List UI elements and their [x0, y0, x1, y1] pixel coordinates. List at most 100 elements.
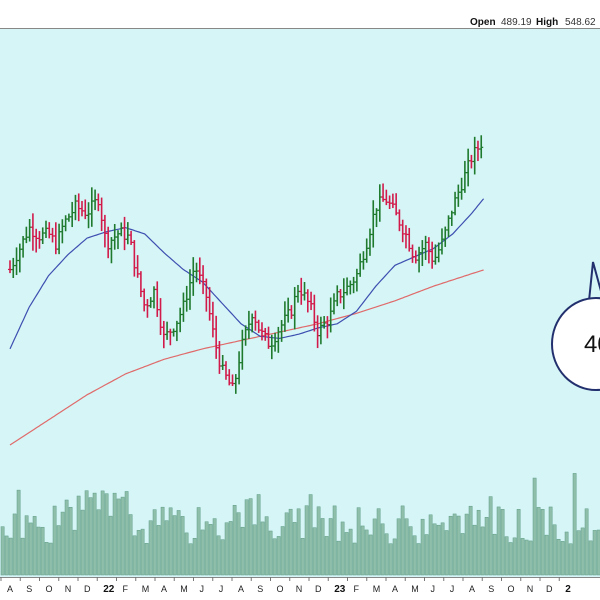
x-axis: A S O N D 22 F M A M J J A S O N D 23 F M A M J J A S O N D 2	[0, 577, 571, 595]
x-tick-label: J	[219, 584, 224, 594]
volume-bar	[84, 490, 89, 576]
volume-bar	[144, 543, 149, 576]
long-moving-average-line	[9, 269, 484, 446]
volume-bar	[584, 508, 589, 576]
volume-bar	[60, 511, 65, 576]
volume-bar	[232, 505, 237, 576]
volume-bar	[384, 533, 389, 576]
volume-bar	[300, 538, 305, 576]
volume-bar	[408, 526, 413, 576]
volume-bar	[8, 537, 13, 576]
callout-bubble	[551, 297, 600, 391]
volume-bar	[364, 529, 369, 576]
volume-bar	[184, 532, 189, 576]
volume-bar	[316, 506, 321, 576]
volume-bars	[0, 473, 600, 576]
price-bars	[8, 135, 484, 394]
volume-bar	[288, 508, 293, 576]
volume-bar	[0, 526, 5, 576]
volume-bar	[468, 505, 473, 576]
open-label: Open	[470, 17, 496, 28]
plot-background	[0, 29, 600, 577]
volume-bar	[520, 538, 525, 576]
x-tick-label: M	[373, 584, 381, 594]
volume-bar	[588, 540, 593, 576]
volume-bar	[508, 542, 513, 576]
open-value: 489.19	[501, 17, 532, 28]
volume-bar	[424, 534, 429, 576]
volume-bar	[112, 492, 117, 576]
volume-bar	[284, 512, 289, 576]
volume-bar	[360, 525, 365, 576]
volume-bar	[540, 509, 545, 576]
x-tick-label: S	[257, 584, 263, 594]
volume-bar	[100, 490, 105, 576]
volume-bar	[504, 536, 509, 576]
volume-bar	[536, 507, 541, 576]
volume-bar	[220, 539, 225, 576]
volume-bar	[348, 528, 353, 576]
volume-bar	[280, 526, 285, 576]
volume-bar	[576, 530, 581, 576]
volume-bar	[456, 515, 461, 576]
x-tick-label: S	[488, 584, 494, 594]
header-band	[0, 0, 600, 28]
volume-bar	[68, 506, 73, 576]
volume-bar	[276, 536, 281, 576]
x-tick-label: N	[527, 584, 534, 594]
x-tick-label: D	[546, 584, 553, 594]
volume-bar	[392, 538, 397, 576]
volume-bar	[548, 506, 553, 576]
x-tick-label: M	[142, 584, 150, 594]
volume-bar	[476, 509, 481, 576]
x-tick-label: O	[46, 584, 53, 594]
volume-bar	[412, 535, 417, 576]
volume-bar	[340, 521, 345, 576]
volume-bar	[516, 509, 521, 576]
volume-bar	[204, 521, 209, 576]
volume-bar	[484, 517, 489, 576]
volume-bar	[464, 513, 469, 576]
x-tick-label: N	[65, 584, 72, 594]
volume-bar	[428, 514, 433, 576]
volume-bar	[180, 516, 185, 576]
volume-bar	[116, 498, 121, 576]
volume-bar	[44, 542, 49, 576]
volume-bar	[440, 522, 445, 576]
x-tick-label: A	[469, 584, 475, 594]
x-tick-label: J	[450, 584, 455, 594]
x-tick-label: A	[7, 584, 13, 594]
volume-bar	[320, 518, 325, 576]
volume-bar	[260, 521, 265, 576]
volume-bar	[40, 526, 45, 576]
volume-bar	[196, 507, 201, 576]
volume-bar	[152, 509, 157, 576]
volume-bar	[544, 534, 549, 576]
volume-bar	[324, 536, 329, 576]
volume-bar	[120, 496, 125, 576]
volume-bar	[492, 533, 497, 576]
volume-bar	[308, 494, 313, 576]
volume-bar	[400, 505, 405, 576]
volume-bar	[328, 518, 333, 576]
volume-bar	[352, 542, 357, 576]
volume-bar	[136, 530, 141, 576]
volume-bar	[256, 494, 261, 576]
x-tick-label: M	[180, 584, 188, 594]
volume-bar	[432, 523, 437, 576]
volume-bar	[568, 543, 573, 576]
volume-bar	[76, 495, 81, 576]
volume-bar	[488, 496, 493, 576]
volume-bar	[92, 492, 97, 576]
volume-bar	[212, 518, 217, 576]
x-tick-label: A	[161, 584, 167, 594]
x-tick-label: A	[392, 584, 398, 594]
volume-bar	[500, 509, 505, 576]
volume-bar	[472, 524, 477, 576]
volume-bar	[96, 509, 101, 576]
volume-bar	[108, 515, 113, 576]
volume-bar	[496, 506, 501, 576]
volume-bar	[416, 543, 421, 576]
volume-bar	[396, 518, 401, 576]
